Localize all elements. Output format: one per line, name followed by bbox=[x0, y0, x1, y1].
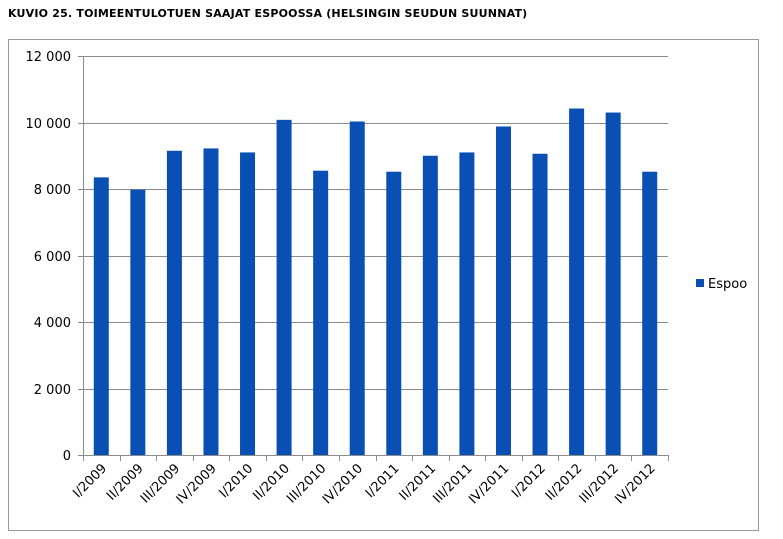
bar bbox=[93, 177, 109, 456]
bar bbox=[276, 119, 292, 455]
bar bbox=[349, 121, 365, 455]
bar bbox=[569, 108, 585, 455]
bars bbox=[93, 108, 658, 456]
bar bbox=[386, 171, 402, 455]
x-tick-label: IV/2012 bbox=[612, 461, 658, 507]
y-tick-label: 6 000 bbox=[34, 250, 71, 265]
bar bbox=[203, 148, 219, 455]
bar bbox=[495, 126, 511, 456]
bar bbox=[459, 152, 475, 456]
x-tick-label: I/2012 bbox=[509, 461, 549, 501]
bar bbox=[605, 112, 621, 456]
x-tick-label: IV/2011 bbox=[466, 461, 512, 507]
bar bbox=[422, 155, 438, 455]
bar bbox=[166, 150, 182, 455]
y-tick-label: 4 000 bbox=[34, 316, 71, 331]
y-tick-label: 12 000 bbox=[26, 50, 72, 65]
x-tick-label: I/2009 bbox=[70, 461, 110, 501]
axes bbox=[78, 56, 669, 461]
y-tick-label: 8 000 bbox=[34, 183, 71, 198]
bar bbox=[642, 171, 658, 455]
legend: Espoo bbox=[696, 277, 747, 292]
x-tick-label: IV/2010 bbox=[320, 461, 366, 507]
y-tick-label: 2 000 bbox=[34, 383, 71, 398]
bar bbox=[240, 152, 256, 456]
x-tick-label: I/2010 bbox=[217, 461, 257, 501]
bar bbox=[532, 153, 548, 455]
figure-title: KUVIO 25. TOIMEENTULOTUEN SAAJAT ESPOOSS… bbox=[8, 7, 528, 20]
y-tick-label: 10 000 bbox=[26, 117, 72, 132]
chart-frame bbox=[8, 39, 759, 531]
y-tick-label: 0 bbox=[63, 449, 71, 464]
legend-label: Espoo bbox=[708, 277, 747, 292]
x-tick-labels: I/2009II/2009III/2009IV/2009I/2010II/201… bbox=[70, 461, 658, 507]
legend-swatch bbox=[696, 279, 704, 287]
bar bbox=[313, 170, 329, 455]
bar bbox=[130, 189, 146, 456]
x-tick-label: IV/2009 bbox=[174, 461, 220, 507]
y-tick-labels: 0 2 000 4 000 6 000 8 000 10 000 12 000 bbox=[26, 50, 72, 464]
x-tick-label: I/2011 bbox=[363, 461, 403, 501]
